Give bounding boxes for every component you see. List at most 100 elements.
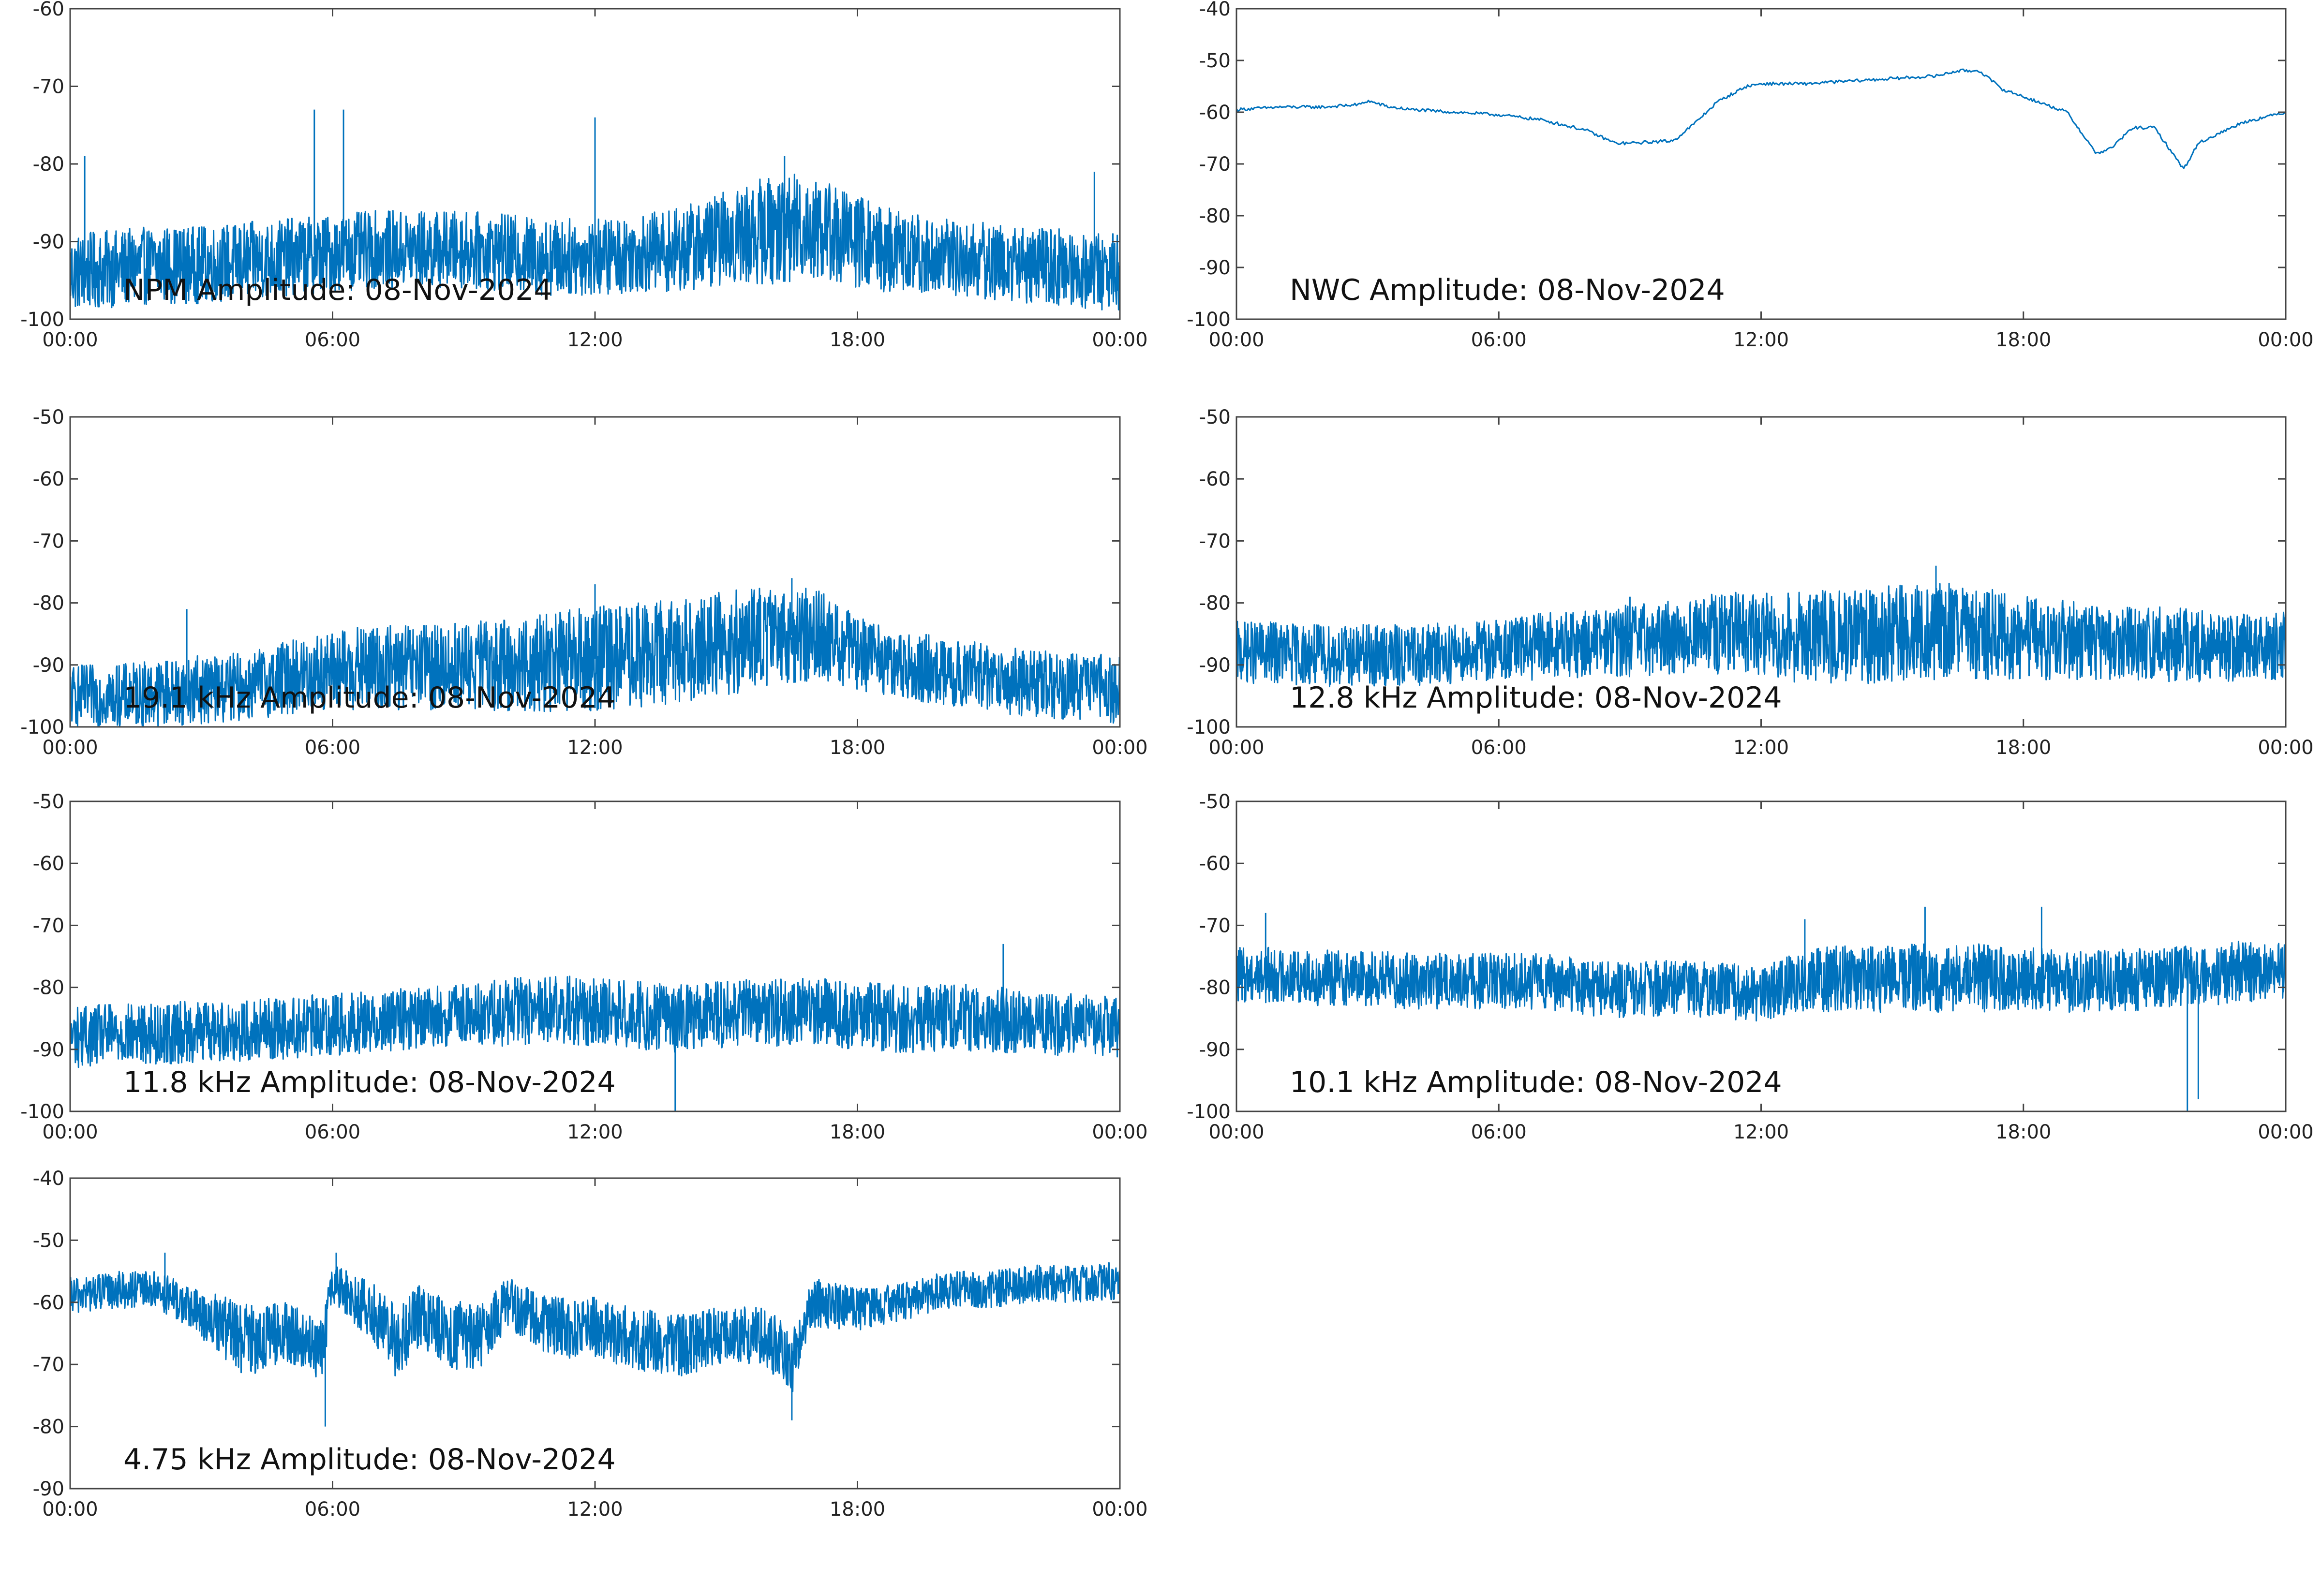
y-tick-label: -60 bbox=[33, 0, 64, 20]
y-tick-label: -60 bbox=[1199, 468, 1231, 490]
y-tick-label: -100 bbox=[20, 1101, 64, 1123]
x-tick-label: 18:00 bbox=[830, 329, 885, 351]
y-tick-label: -100 bbox=[1187, 716, 1231, 739]
y-tick-label: -90 bbox=[33, 1478, 64, 1500]
series-line bbox=[1236, 68, 2286, 169]
x-tick-label: 00:00 bbox=[1208, 329, 1264, 351]
y-tick-label: -80 bbox=[33, 153, 64, 176]
x-tick-label: 12:00 bbox=[567, 737, 623, 759]
x-tick-label: 12:00 bbox=[567, 1121, 623, 1143]
x-tick-label: 06:00 bbox=[1471, 737, 1527, 759]
x-tick-label: 18:00 bbox=[830, 1498, 885, 1521]
x-tick-label: 06:00 bbox=[1471, 1121, 1527, 1143]
x-tick-label: 00:00 bbox=[1092, 329, 1147, 351]
x-tick-label: 00:00 bbox=[1092, 1498, 1147, 1521]
x-tick-label: 00:00 bbox=[1208, 737, 1264, 759]
x-tick-label: 06:00 bbox=[305, 329, 360, 351]
y-tick-label: -60 bbox=[1199, 102, 1231, 124]
x-tick-label: 18:00 bbox=[830, 1121, 885, 1143]
y-tick-label: -70 bbox=[33, 915, 64, 937]
y-tick-label: -80 bbox=[33, 1416, 64, 1438]
y-tick-label: -80 bbox=[1199, 592, 1231, 615]
x-tick-label: 06:00 bbox=[305, 737, 360, 759]
y-tick-label: -70 bbox=[33, 76, 64, 98]
y-tick-label: -40 bbox=[1199, 0, 1231, 20]
y-tick-label: -60 bbox=[33, 853, 64, 875]
y-tick-label: -90 bbox=[1199, 654, 1231, 677]
panel-label: 4.75 kHz Amplitude: 08-Nov-2024 bbox=[123, 1443, 616, 1477]
panel-label: 12.8 kHz Amplitude: 08-Nov-2024 bbox=[1290, 681, 1782, 715]
y-tick-label: -60 bbox=[1199, 853, 1231, 875]
x-tick-label: 18:00 bbox=[1995, 329, 2051, 351]
x-tick-label: 00:00 bbox=[2258, 1121, 2313, 1143]
x-tick-label: 00:00 bbox=[42, 1498, 98, 1521]
y-tick-label: -100 bbox=[1187, 309, 1231, 331]
x-tick-label: 12:00 bbox=[1733, 1121, 1789, 1143]
x-tick-label: 00:00 bbox=[42, 737, 98, 759]
x-tick-label: 00:00 bbox=[42, 1121, 98, 1143]
x-tick-label: 12:00 bbox=[567, 329, 623, 351]
y-tick-label: -50 bbox=[33, 791, 64, 813]
y-tick-label: -90 bbox=[33, 1039, 64, 1061]
y-tick-label: -90 bbox=[33, 654, 64, 677]
y-tick-label: -60 bbox=[33, 468, 64, 490]
x-tick-label: 00:00 bbox=[1092, 737, 1147, 759]
series-line bbox=[70, 1253, 1120, 1427]
y-tick-label: -60 bbox=[33, 1292, 64, 1314]
y-tick-label: -90 bbox=[33, 231, 64, 253]
x-tick-label: 12:00 bbox=[1733, 737, 1789, 759]
x-tick-label: 06:00 bbox=[305, 1121, 360, 1143]
panel-label: 19.1 kHz Amplitude: 08-Nov-2024 bbox=[123, 681, 616, 715]
x-tick-label: 00:00 bbox=[2258, 737, 2313, 759]
x-tick-label: 12:00 bbox=[567, 1498, 623, 1521]
y-tick-label: -70 bbox=[33, 530, 64, 552]
x-tick-label: 18:00 bbox=[830, 737, 885, 759]
panel-label: 11.8 kHz Amplitude: 08-Nov-2024 bbox=[123, 1065, 616, 1099]
y-tick-label: -50 bbox=[1199, 791, 1231, 813]
series-line bbox=[1236, 565, 2286, 688]
y-tick-label: -70 bbox=[1199, 530, 1231, 552]
y-tick-label: -80 bbox=[1199, 977, 1231, 999]
series-line bbox=[70, 944, 1120, 1111]
x-tick-label: 06:00 bbox=[1471, 329, 1527, 351]
x-tick-label: 00:00 bbox=[1208, 1121, 1264, 1143]
panel-label: NPM Amplitude: 08-Nov-2024 bbox=[123, 273, 552, 307]
y-tick-label: -50 bbox=[33, 1229, 64, 1252]
y-tick-label: -80 bbox=[1199, 205, 1231, 227]
x-tick-label: 18:00 bbox=[1995, 737, 2051, 759]
y-tick-label: -100 bbox=[1187, 1101, 1231, 1123]
x-tick-label: 00:00 bbox=[2258, 329, 2313, 351]
series-line bbox=[1236, 906, 2286, 1111]
series-line bbox=[70, 578, 1120, 727]
x-tick-label: 18:00 bbox=[1995, 1121, 2051, 1143]
y-tick-label: -50 bbox=[1199, 50, 1231, 72]
y-tick-label: -80 bbox=[33, 977, 64, 999]
plot-frame bbox=[1235, 8, 2287, 320]
y-tick-label: -90 bbox=[1199, 257, 1231, 279]
y-tick-label: -40 bbox=[33, 1167, 64, 1190]
panel-label: NWC Amplitude: 08-Nov-2024 bbox=[1290, 273, 1725, 307]
y-tick-label: -80 bbox=[33, 592, 64, 615]
x-tick-label: 06:00 bbox=[305, 1498, 360, 1521]
y-tick-label: -100 bbox=[20, 716, 64, 739]
y-tick-label: -100 bbox=[20, 309, 64, 331]
series-line bbox=[70, 109, 1120, 310]
panel-label: 10.1 kHz Amplitude: 08-Nov-2024 bbox=[1290, 1065, 1782, 1099]
x-tick-label: 00:00 bbox=[42, 329, 98, 351]
x-tick-label: 00:00 bbox=[1092, 1121, 1147, 1143]
y-tick-label: -70 bbox=[33, 1354, 64, 1376]
y-tick-label: -70 bbox=[1199, 915, 1231, 937]
x-tick-label: 12:00 bbox=[1733, 329, 1789, 351]
y-tick-label: -50 bbox=[33, 406, 64, 429]
y-tick-label: -50 bbox=[1199, 406, 1231, 429]
y-tick-label: -90 bbox=[1199, 1039, 1231, 1061]
plot-frame bbox=[69, 800, 1121, 1112]
